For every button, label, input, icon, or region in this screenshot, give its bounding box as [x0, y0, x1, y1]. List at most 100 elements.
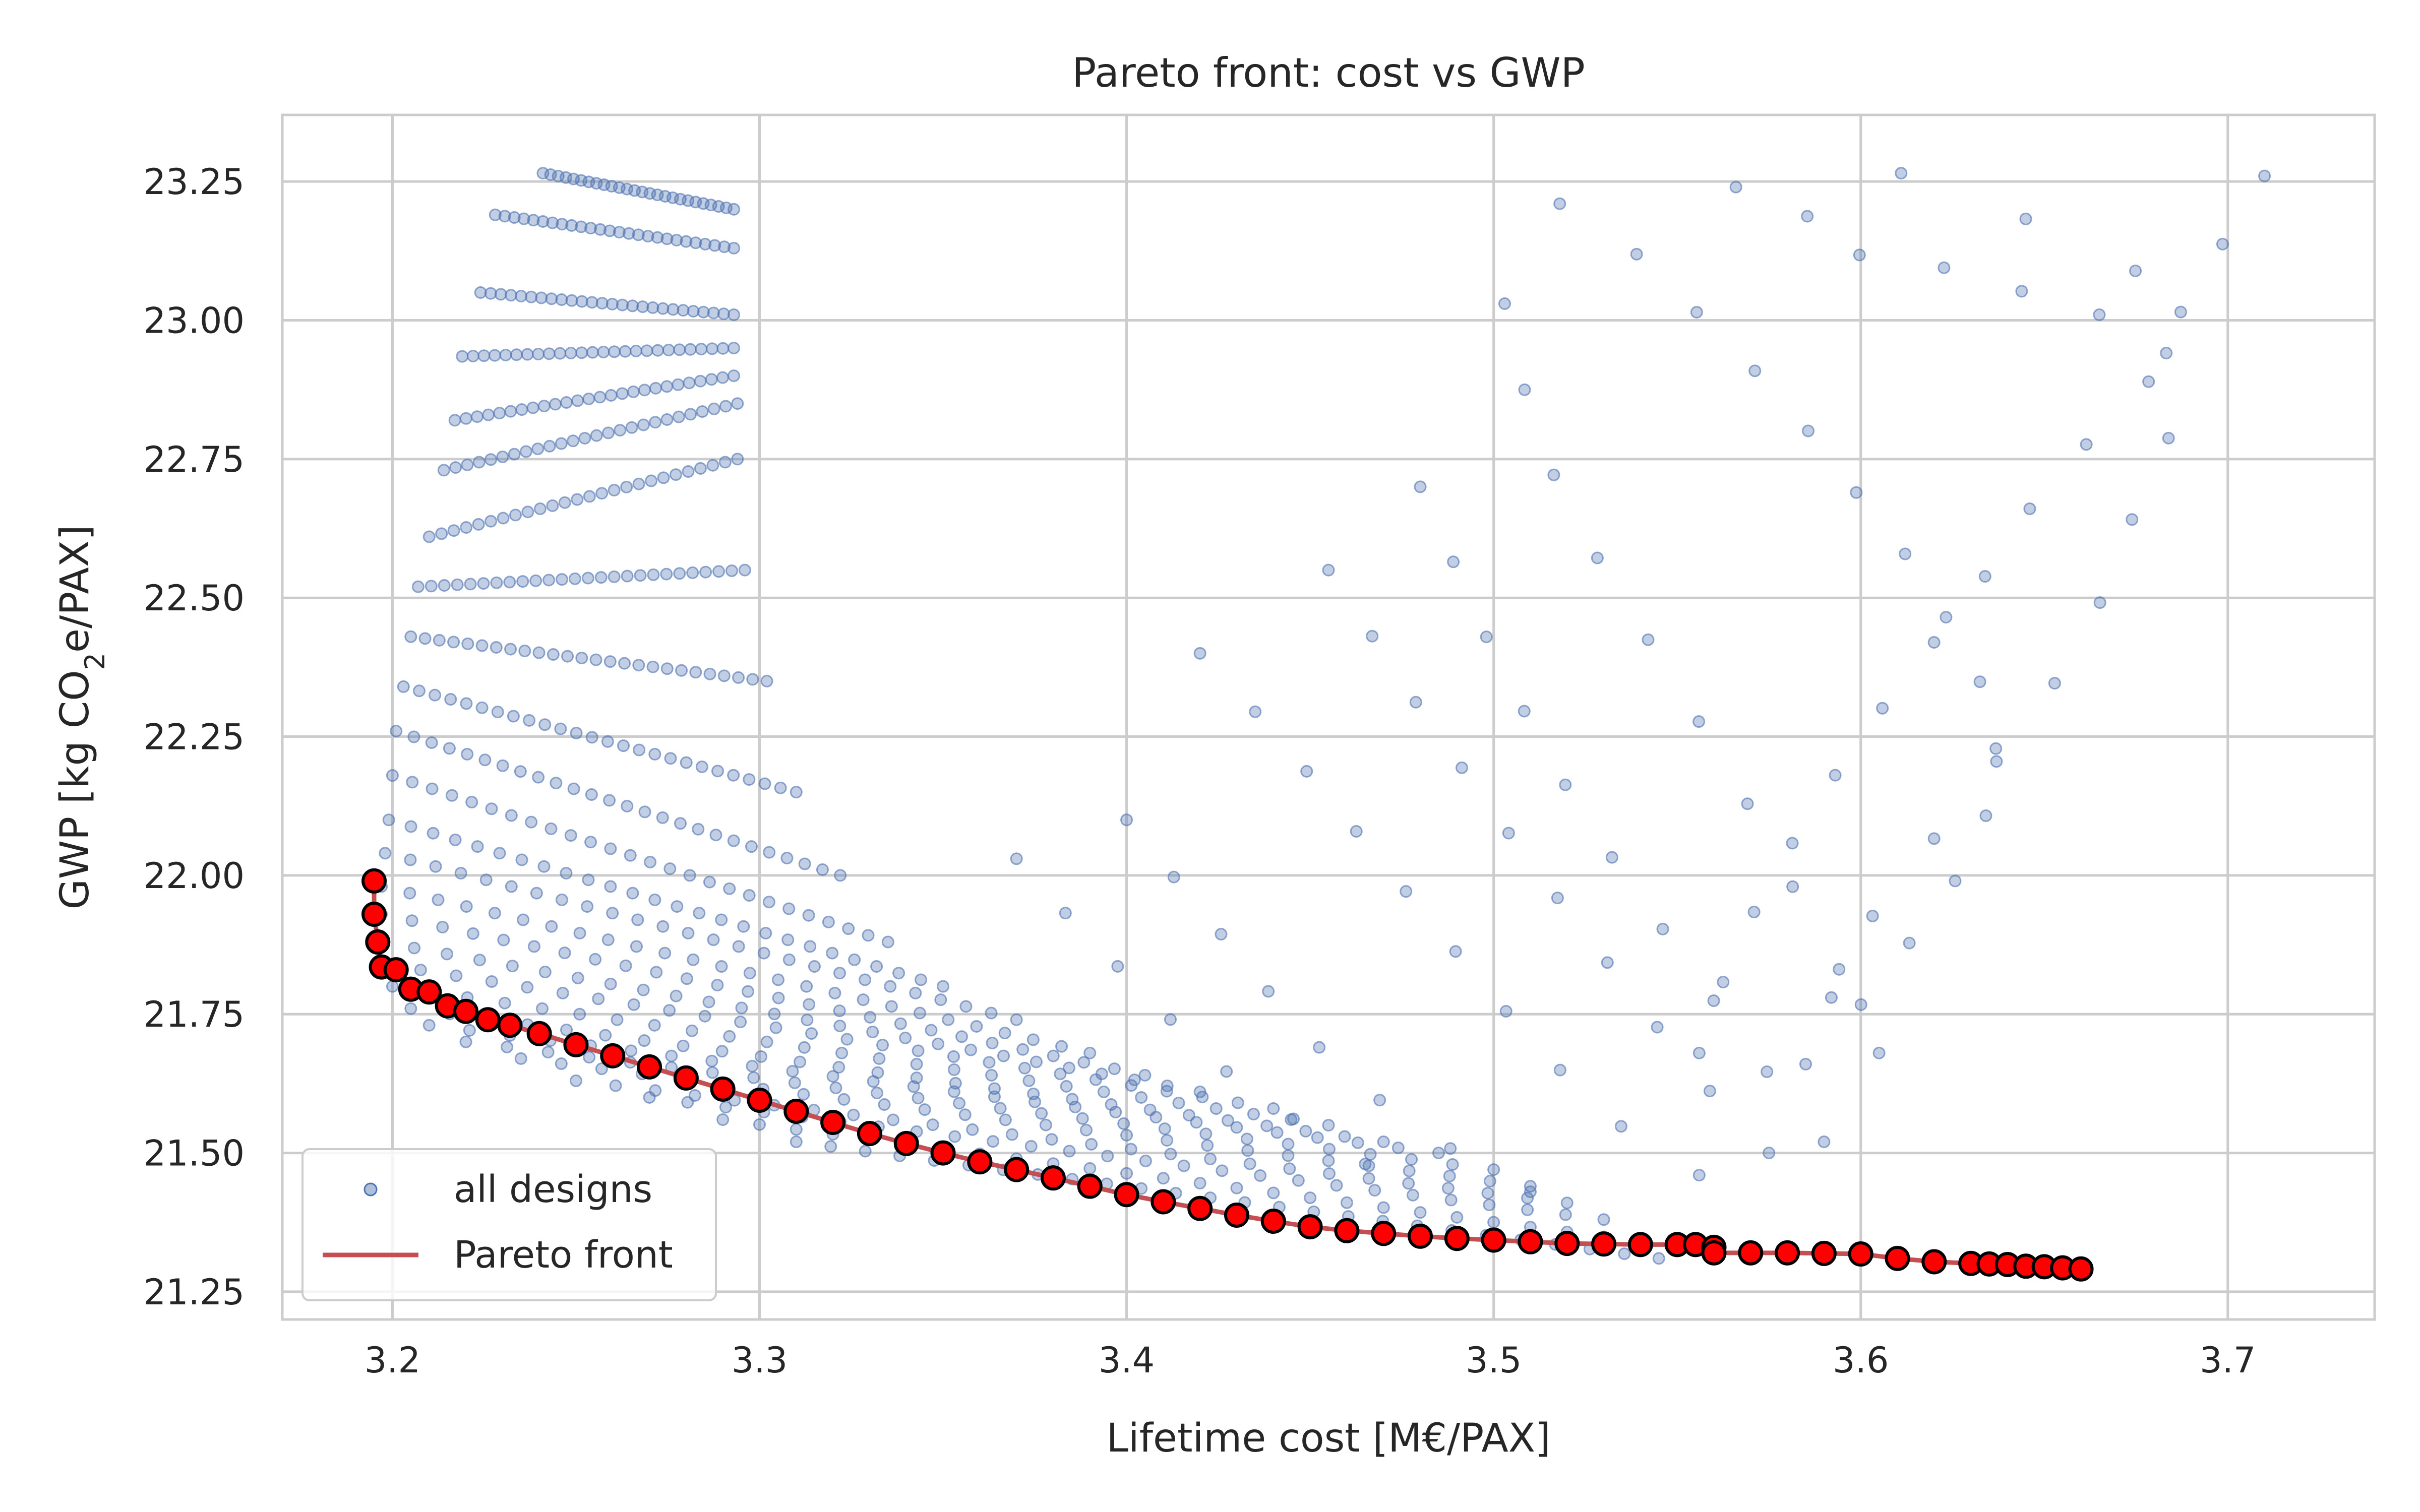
design-point: [1292, 1174, 1305, 1187]
design-point: [472, 456, 486, 469]
pareto-point: [1885, 1245, 1910, 1271]
design-point: [1120, 813, 1133, 827]
design-point: [485, 975, 498, 988]
design-point: [672, 410, 685, 423]
design-point: [625, 421, 638, 434]
design-point: [658, 947, 672, 960]
design-point: [386, 980, 399, 993]
design-point: [702, 995, 715, 1009]
design-point: [1010, 852, 1023, 865]
design-point: [907, 1080, 920, 1093]
design-point: [1763, 1147, 1776, 1160]
design-point: [934, 993, 947, 1006]
design-point: [595, 487, 609, 500]
design-point: [788, 1076, 801, 1089]
design-point: [867, 1075, 880, 1088]
design-point: [801, 1014, 814, 1027]
design-point: [1193, 647, 1206, 660]
design-point: [1747, 905, 1761, 918]
design-point: [694, 374, 707, 388]
design-point: [1761, 1065, 1774, 1079]
design-point: [833, 1004, 846, 1018]
design-point: [723, 882, 736, 895]
design-point: [643, 1091, 656, 1104]
design-point: [454, 866, 467, 879]
design-point: [649, 416, 662, 429]
design-point: [603, 655, 617, 668]
design-point: [1340, 1196, 1353, 1209]
design-point: [1786, 837, 1799, 850]
design-point: [857, 993, 870, 1006]
design-point: [619, 959, 632, 972]
design-point: [456, 350, 469, 363]
design-point: [932, 1037, 945, 1050]
design-point: [1409, 696, 1422, 709]
y-axis-label-pre: GWP [kg CO: [52, 670, 98, 909]
design-point: [670, 989, 683, 1002]
design-point: [1876, 702, 1889, 715]
design-point: [1359, 1158, 1372, 1171]
design-point: [1124, 1143, 1137, 1156]
pareto-point: [361, 901, 387, 927]
design-point: [1120, 1167, 1133, 1180]
design-point: [397, 680, 410, 693]
design-point: [719, 400, 733, 413]
design-point: [649, 382, 662, 395]
design-point: [624, 849, 637, 862]
design-point: [878, 1098, 891, 1111]
design-point: [660, 662, 674, 675]
design-point: [1481, 1186, 1494, 1200]
design-point: [1400, 885, 1413, 898]
design-point: [1026, 1033, 1040, 1046]
design-point: [619, 345, 632, 358]
design-point: [782, 902, 796, 915]
design-point: [575, 346, 588, 359]
design-point: [437, 464, 450, 477]
design-point: [1283, 1162, 1296, 1175]
design-point: [1338, 1130, 1351, 1143]
design-point: [646, 301, 659, 314]
design-point: [449, 461, 462, 474]
design-point: [1989, 742, 2003, 755]
design-point: [1077, 1056, 1091, 1069]
design-point: [582, 873, 595, 887]
design-point: [728, 203, 741, 216]
design-point: [1157, 1172, 1170, 1185]
design-point: [633, 743, 646, 757]
design-point: [616, 387, 629, 400]
design-point: [1979, 809, 1992, 823]
pareto-point: [1481, 1227, 1506, 1253]
y-tick-label: 21.50: [144, 1133, 245, 1174]
design-point: [497, 512, 510, 525]
design-point: [422, 530, 436, 543]
design-point: [411, 580, 425, 593]
design-point: [2093, 308, 2106, 321]
design-point: [597, 346, 610, 359]
design-point: [1190, 1116, 1203, 1129]
y-tick-label: 21.75: [144, 994, 245, 1035]
design-point: [503, 576, 516, 589]
design-point: [1083, 1162, 1097, 1175]
design-point: [604, 389, 618, 402]
design-point: [518, 644, 531, 657]
design-point: [544, 822, 558, 835]
design-point: [517, 913, 530, 926]
design-point: [937, 980, 950, 993]
design-point: [684, 343, 697, 356]
design-point: [790, 1136, 803, 1149]
design-point: [555, 573, 568, 586]
design-point: [535, 1002, 549, 1015]
design-point: [585, 296, 598, 309]
design-point: [521, 506, 534, 519]
design-point: [1601, 956, 1614, 969]
pareto-point: [1848, 1241, 1873, 1267]
design-point: [709, 829, 722, 842]
design-point: [1518, 383, 1531, 396]
design-point: [926, 1118, 939, 1131]
design-point: [673, 343, 686, 356]
design-point: [832, 1061, 845, 1074]
design-point: [560, 866, 573, 879]
design-point: [555, 1057, 568, 1070]
design-point: [680, 235, 693, 248]
design-point: [942, 1013, 955, 1026]
